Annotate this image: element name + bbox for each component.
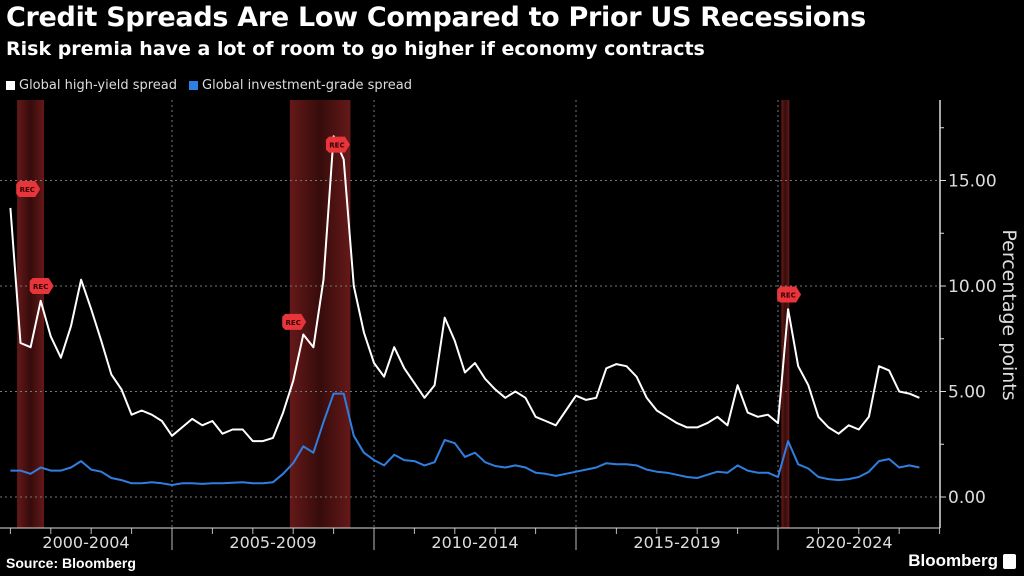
y-tick-label: 0.00 (948, 488, 986, 508)
bloomberg-logo: Bloomberg (908, 551, 1016, 571)
series-line-global-investment-grade-spread (10, 392, 920, 486)
recession-band (17, 100, 45, 528)
x-period-label: 2015-2019 (633, 533, 720, 552)
chart-subtitle: Risk premia have a lot of room to go hig… (6, 38, 705, 60)
source-note: Source: Bloomberg (6, 555, 136, 571)
y-axis-label: Percentage points (998, 229, 1020, 400)
rec-annotation: REC (282, 313, 307, 330)
legend: Global high-yield spread Global investme… (6, 78, 412, 93)
rec-marker-icon (325, 136, 350, 153)
legend-swatch-investment-grade (189, 81, 199, 90)
rec-label: REC (33, 283, 48, 291)
legend-label-investment-grade: Global investment-grade spread (202, 78, 412, 93)
x-period-label: 2010-2014 (431, 533, 518, 552)
rec-label: REC (286, 319, 301, 327)
y-tick-label: 15.00 (948, 172, 997, 192)
logo-text: Bloomberg (908, 551, 998, 570)
legend-swatch-high-yield (6, 81, 15, 90)
rec-annotation: REC (29, 278, 54, 294)
legend-item-high-yield: Global high-yield spread (6, 78, 177, 93)
rec-marker-icon (29, 278, 54, 294)
y-tick-label: 10.00 (948, 277, 997, 297)
rec-label: REC (329, 142, 344, 150)
rec-marker-icon (777, 286, 802, 303)
chart-title: Credit Spreads Are Low Compared to Prior… (6, 2, 866, 33)
y-tick-label: 5.00 (948, 383, 986, 403)
rec-marker-icon (282, 313, 307, 330)
series-line-global-high-yield-spread (9, 135, 920, 443)
legend-item-investment-grade: Global investment-grade spread (189, 78, 412, 93)
recession-band (781, 100, 790, 528)
rec-annotation: REC (777, 286, 802, 303)
rec-annotation: REC (16, 180, 41, 197)
rec-label: REC (20, 186, 35, 194)
x-period-label: 2005-2009 (229, 533, 316, 552)
legend-label-high-yield: Global high-yield spread (19, 78, 178, 93)
x-period-label: 2020-2024 (805, 533, 892, 552)
rec-label: REC (780, 291, 795, 299)
x-period-label: 2000-2004 (42, 533, 129, 552)
rec-annotation: REC (325, 136, 350, 153)
bloomberg-terminal-icon (1003, 553, 1016, 569)
rec-marker-icon (16, 180, 41, 197)
